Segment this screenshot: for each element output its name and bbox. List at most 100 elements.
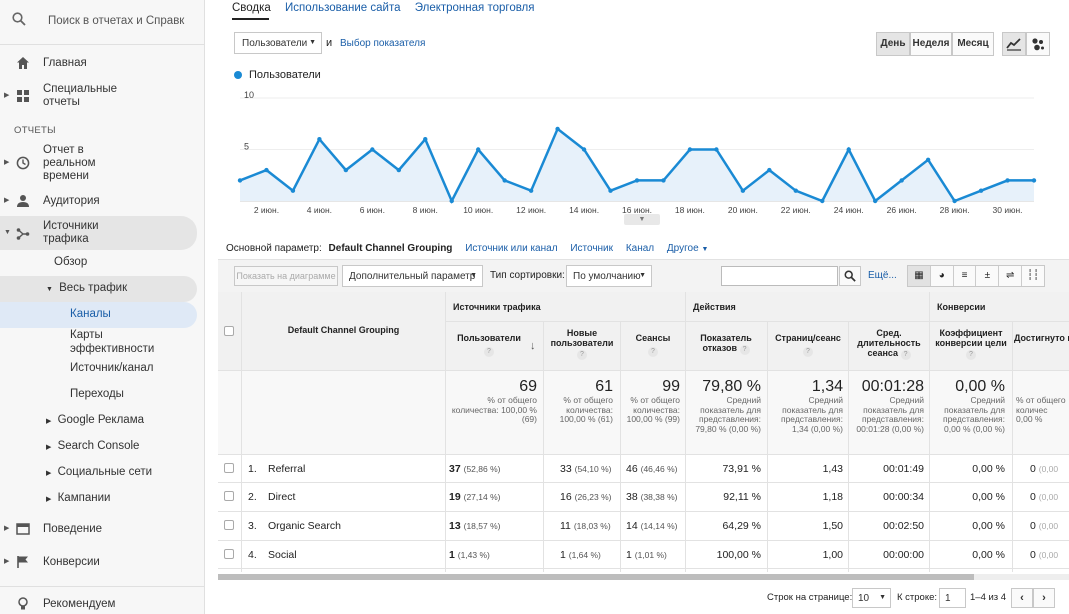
help-icon[interactable]: ?: [648, 347, 658, 357]
table-search-button[interactable]: [839, 266, 861, 286]
data-point[interactable]: [899, 178, 904, 183]
data-point[interactable]: [528, 188, 534, 193]
data-point[interactable]: [264, 167, 269, 173]
pivot-view-button[interactable]: ┆┆: [1022, 266, 1044, 286]
sidebar-search[interactable]: Поиск в отчетах и Справк: [0, 0, 205, 44]
advanced-filter-link[interactable]: Ещё...: [868, 270, 897, 281]
row-channel-link[interactable]: Organic Search: [268, 520, 341, 532]
tab-site-usage[interactable]: Использование сайта: [285, 2, 401, 14]
motion-chart-button[interactable]: [1026, 32, 1050, 56]
data-point[interactable]: [634, 178, 640, 183]
sidebar-item-treemaps[interactable]: Карты эффективности: [70, 329, 155, 355]
row-checkbox[interactable]: [224, 549, 234, 559]
sidebar-item-behavior[interactable]: ▶ Поведение: [0, 522, 205, 538]
data-point[interactable]: [687, 147, 693, 152]
sidebar-item-channels[interactable]: Каналы: [70, 308, 111, 320]
sidebar-item-home[interactable]: Главная: [0, 56, 205, 72]
sidebar-item-overview[interactable]: Обзор: [54, 256, 88, 268]
sidebar-item-acquisition[interactable]: ▼ Источники трафика: [0, 220, 205, 248]
data-point[interactable]: [952, 198, 957, 204]
tab-summary[interactable]: Сводка: [232, 2, 271, 14]
data-point[interactable]: [290, 188, 296, 193]
data-point[interactable]: [1031, 178, 1037, 183]
help-icon[interactable]: ?: [484, 347, 494, 357]
data-point[interactable]: [581, 147, 587, 152]
sidebar-item-audience[interactable]: ▶ Аудитория: [0, 194, 205, 210]
data-point[interactable]: [740, 188, 746, 193]
sidebar-item-discover[interactable]: Рекомендуем: [0, 597, 205, 613]
period-month-button[interactable]: Месяц: [952, 32, 994, 56]
data-point[interactable]: [476, 147, 481, 152]
row-checkbox[interactable]: [224, 520, 234, 530]
dimension-other[interactable]: Другое ▼: [667, 243, 709, 254]
sidebar-item-all-traffic[interactable]: ▼ Весь трафик: [46, 282, 127, 294]
column-header-sessions[interactable]: Сеансы?: [622, 333, 684, 357]
column-header-users[interactable]: Пользователи?: [449, 333, 529, 357]
data-point[interactable]: [1005, 178, 1010, 183]
search-input[interactable]: Поиск в отчетах и Справк: [48, 15, 185, 27]
data-point[interactable]: [978, 188, 984, 193]
period-day-button[interactable]: День: [876, 32, 910, 56]
dimension-primary[interactable]: Default Channel Grouping: [328, 243, 453, 254]
sidebar-item-search-console[interactable]: ▶ Search Console: [46, 440, 139, 452]
sidebar-item-social[interactable]: ▶ Социальные сети: [46, 466, 152, 478]
data-point[interactable]: [449, 198, 454, 204]
term-cloud-button[interactable]: ⇌: [999, 266, 1023, 286]
help-icon[interactable]: ?: [577, 350, 587, 360]
sidebar-item-custom-reports[interactable]: ▶ Специальные отчеты: [0, 82, 205, 110]
dimension-medium[interactable]: Канал: [625, 243, 655, 254]
data-point[interactable]: [502, 178, 507, 183]
comparison-view-button[interactable]: ±: [976, 266, 1000, 286]
help-icon[interactable]: ?: [966, 350, 976, 360]
rows-per-page-select[interactable]: 10 ▼: [852, 588, 891, 608]
help-icon[interactable]: ?: [803, 347, 813, 357]
row-channel-link[interactable]: Referral: [268, 463, 306, 475]
column-header-goal-completions[interactable]: Достигнуто целей ?: [1014, 333, 1069, 345]
table-scrollbar-thumb[interactable]: [218, 574, 974, 580]
data-point[interactable]: [237, 178, 243, 183]
line-chart-button[interactable]: [1002, 32, 1026, 56]
data-point[interactable]: [925, 157, 931, 162]
help-icon[interactable]: ?: [739, 345, 750, 355]
data-point[interactable]: [317, 137, 322, 142]
column-header-pages-per-session[interactable]: Страниц/сеанс?: [769, 333, 847, 357]
row-checkbox[interactable]: [224, 463, 234, 473]
table-view-button[interactable]: ▦: [908, 266, 931, 286]
table-filter-input[interactable]: [721, 266, 838, 286]
data-point[interactable]: [370, 147, 375, 152]
next-page-button[interactable]: ›: [1033, 588, 1055, 608]
tab-ecommerce[interactable]: Электронная торговля: [414, 2, 535, 14]
column-header-new-users[interactable]: Новые пользователи?: [548, 328, 616, 360]
go-to-row-input[interactable]: 1: [939, 588, 966, 608]
help-icon[interactable]: ?: [900, 350, 911, 360]
sidebar-item-conversions[interactable]: ▶ Конверсии: [0, 555, 205, 571]
row-channel-link[interactable]: Social: [268, 549, 297, 561]
metric-select[interactable]: Пользователи ▼: [234, 32, 322, 54]
column-header-conversion-rate[interactable]: Коэффициент конверсии цели?: [932, 328, 1010, 360]
data-point[interactable]: [343, 167, 349, 173]
data-point[interactable]: [423, 137, 428, 142]
prev-page-button[interactable]: ‹: [1011, 588, 1033, 608]
data-point[interactable]: [846, 147, 851, 152]
row-channel-link[interactable]: Direct: [268, 491, 296, 503]
row-checkbox[interactable]: [224, 491, 234, 501]
sidebar-item-referrals[interactable]: Переходы: [70, 388, 124, 400]
secondary-dimension-select[interactable]: Дополнительный параметр ▼: [342, 265, 483, 287]
data-point[interactable]: [608, 188, 613, 193]
data-point[interactable]: [661, 178, 666, 183]
choose-metric-link[interactable]: Выбор показателя: [340, 38, 426, 49]
data-point[interactable]: [820, 198, 825, 204]
bar-view-button[interactable]: ≡: [954, 266, 977, 286]
data-point[interactable]: [793, 188, 798, 193]
sidebar-item-campaigns[interactable]: ▶ Кампании: [46, 492, 110, 504]
data-point[interactable]: [873, 198, 878, 204]
period-week-button[interactable]: Неделя: [910, 32, 952, 56]
chart-collapse-handle[interactable]: ▼: [624, 214, 660, 225]
sort-type-select[interactable]: По умолчанию ▼: [566, 265, 652, 287]
dimension-source-medium[interactable]: Источник или канал: [465, 243, 558, 254]
data-point[interactable]: [396, 167, 401, 173]
dimension-column-header[interactable]: Default Channel Grouping: [287, 325, 400, 335]
dimension-source[interactable]: Источник: [570, 243, 614, 254]
data-point[interactable]: [714, 147, 719, 152]
data-point[interactable]: [767, 167, 772, 173]
